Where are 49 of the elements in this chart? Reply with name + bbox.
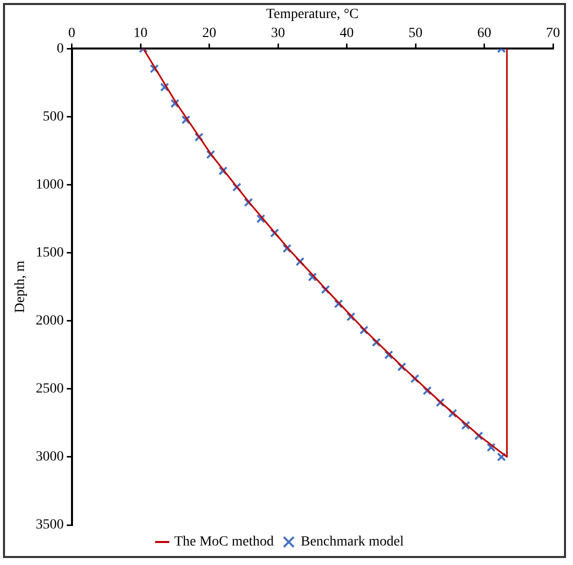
x-tick-label: 0 (68, 26, 76, 41)
y-tick-label: 2000 (36, 314, 64, 328)
point (270, 228, 280, 238)
point (397, 362, 406, 372)
point (170, 98, 180, 108)
point (194, 132, 204, 142)
point (346, 312, 356, 322)
y-axis-title: Depth, m (13, 260, 28, 313)
point (384, 350, 394, 360)
point (372, 338, 381, 347)
x-tick-label: 10 (134, 26, 148, 41)
point (308, 272, 317, 282)
point (448, 408, 458, 418)
point (496, 452, 506, 462)
y-tick-label: 0 (56, 41, 64, 56)
y-tick-label: 1500 (36, 245, 64, 260)
y-tick-label: 1000 (36, 177, 64, 192)
point (160, 82, 170, 92)
y-tick-label: 3500 (36, 518, 64, 533)
x-tick-label: 30 (271, 26, 286, 41)
point (244, 198, 254, 207)
point (282, 244, 292, 253)
point (334, 299, 344, 308)
point (181, 115, 190, 124)
point (359, 326, 368, 335)
x-axis-title: Temperature, °C (266, 7, 359, 22)
point (295, 257, 305, 266)
x-tick-label: 50 (408, 26, 423, 41)
x-tick-label: 40 (340, 26, 354, 41)
legend-label: Benchmark model (300, 534, 404, 550)
legend-label: The MoC method (174, 534, 274, 550)
point (232, 182, 242, 192)
x-tick-label: 20 (202, 26, 216, 41)
point (436, 398, 445, 408)
point (422, 386, 432, 396)
point (320, 284, 330, 294)
point (150, 64, 159, 74)
y-tick-label: 500 (42, 109, 64, 124)
point (410, 374, 420, 384)
x-tick-label: 60 (477, 26, 492, 41)
point (206, 150, 216, 160)
y-tick-label: 2500 (36, 382, 64, 397)
point (218, 166, 228, 176)
point (461, 420, 470, 430)
point (256, 214, 266, 224)
x-tick-label: 70 (546, 26, 560, 41)
point (486, 442, 496, 452)
point (474, 431, 484, 440)
y-tick-label: 3000 (36, 450, 64, 465)
